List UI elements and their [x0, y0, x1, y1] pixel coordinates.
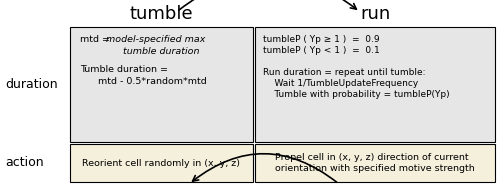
- Text: Tumble duration =: Tumble duration =: [80, 65, 168, 74]
- Bar: [255, 27, 495, 142]
- Text: tumbleP ( Yp ≥ 1 )  =  0.9: tumbleP ( Yp ≥ 1 ) = 0.9: [263, 35, 380, 44]
- Text: action: action: [5, 156, 44, 170]
- Text: mtd =: mtd =: [80, 35, 113, 44]
- Bar: [255, 144, 495, 182]
- Bar: [70, 144, 253, 182]
- Bar: [70, 27, 253, 142]
- Text: Wait 1/TumbleUpdateFrequency: Wait 1/TumbleUpdateFrequency: [263, 79, 418, 88]
- Text: Reorient cell randomly in (x, y, z): Reorient cell randomly in (x, y, z): [82, 159, 240, 167]
- Text: Tumble with probability = tumbleP(Yp): Tumble with probability = tumbleP(Yp): [263, 90, 450, 99]
- Text: Run duration = repeat until tumble:: Run duration = repeat until tumble:: [263, 68, 426, 77]
- Text: tumble: tumble: [130, 5, 194, 23]
- Text: tumbleP ( Yp < 1 )  =  0.1: tumbleP ( Yp < 1 ) = 0.1: [263, 46, 380, 55]
- Text: run: run: [360, 5, 390, 23]
- Text: duration: duration: [5, 78, 58, 91]
- Text: Propel cell in (x, y, z) direction of current
orientation with specified motive : Propel cell in (x, y, z) direction of cu…: [275, 153, 475, 173]
- Text: mtd - 0.5*random*mtd: mtd - 0.5*random*mtd: [98, 77, 207, 86]
- Text: model-specified max: model-specified max: [106, 35, 206, 44]
- Text: tumble duration: tumble duration: [123, 47, 200, 56]
